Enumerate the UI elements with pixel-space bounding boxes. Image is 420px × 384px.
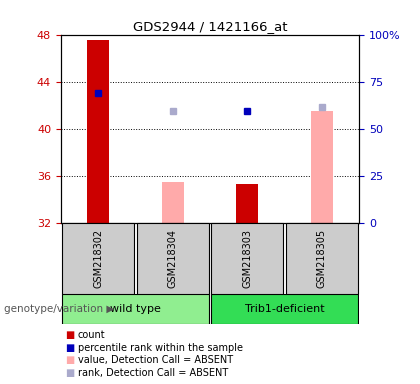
- Text: count: count: [78, 330, 105, 340]
- Bar: [311, 111, 333, 223]
- Bar: [62, 294, 209, 324]
- Bar: [136, 223, 209, 294]
- Text: percentile rank within the sample: percentile rank within the sample: [78, 343, 243, 353]
- Text: GSM218305: GSM218305: [317, 229, 327, 288]
- Text: genotype/variation ▶: genotype/variation ▶: [4, 304, 115, 314]
- Text: wild type: wild type: [110, 304, 161, 314]
- Text: GSM218302: GSM218302: [93, 229, 103, 288]
- Text: Trib1-deficient: Trib1-deficient: [245, 304, 324, 314]
- Bar: [211, 223, 284, 294]
- Bar: [62, 223, 134, 294]
- Bar: [162, 182, 184, 223]
- Text: GSM218304: GSM218304: [168, 229, 178, 288]
- Text: ■: ■: [65, 355, 74, 365]
- Text: ■: ■: [65, 343, 74, 353]
- Title: GDS2944 / 1421166_at: GDS2944 / 1421166_at: [133, 20, 287, 33]
- Text: GSM218303: GSM218303: [242, 229, 252, 288]
- Bar: [236, 184, 258, 223]
- Bar: [211, 294, 358, 324]
- Text: rank, Detection Call = ABSENT: rank, Detection Call = ABSENT: [78, 368, 228, 378]
- Text: ■: ■: [65, 368, 74, 378]
- Bar: [286, 223, 358, 294]
- Bar: [87, 40, 109, 223]
- Text: ■: ■: [65, 330, 74, 340]
- Text: value, Detection Call = ABSENT: value, Detection Call = ABSENT: [78, 355, 233, 365]
